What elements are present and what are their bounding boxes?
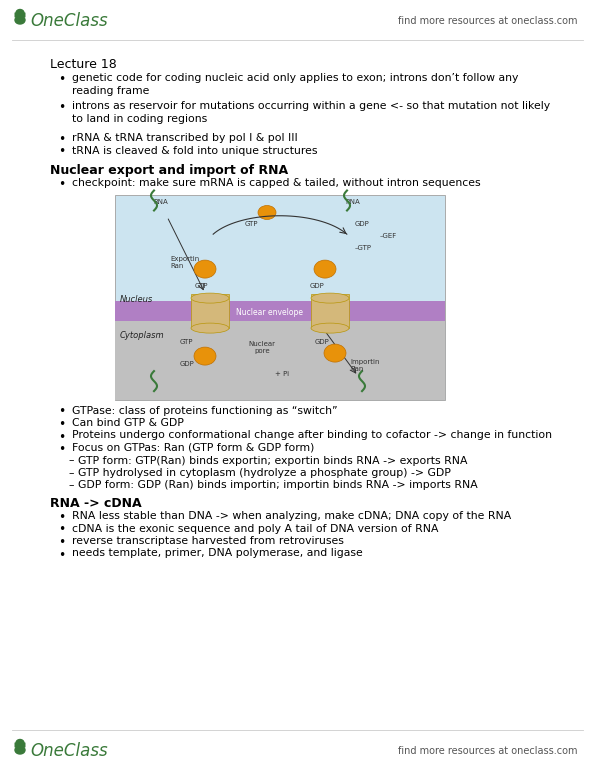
Text: GDP: GDP bbox=[315, 339, 330, 345]
Text: •: • bbox=[58, 524, 65, 537]
Text: •: • bbox=[58, 430, 65, 444]
Ellipse shape bbox=[194, 347, 216, 365]
FancyBboxPatch shape bbox=[115, 321, 445, 400]
Text: –: – bbox=[68, 456, 74, 466]
Text: reading frame: reading frame bbox=[72, 85, 149, 95]
FancyBboxPatch shape bbox=[311, 294, 349, 328]
Text: genetic code for coding nucleic acid only applies to exon; introns don’t follow : genetic code for coding nucleic acid onl… bbox=[72, 73, 518, 83]
FancyBboxPatch shape bbox=[191, 294, 229, 328]
Text: checkpoint: make sure mRNA is capped & tailed, without intron sequences: checkpoint: make sure mRNA is capped & t… bbox=[72, 178, 481, 188]
Text: Nuclear export and import of RNA: Nuclear export and import of RNA bbox=[50, 164, 288, 177]
Text: Importin
Ran: Importin Ran bbox=[350, 359, 380, 372]
Text: •: • bbox=[58, 443, 65, 456]
Text: find more resources at oneclass.com: find more resources at oneclass.com bbox=[399, 746, 578, 756]
Ellipse shape bbox=[191, 293, 229, 303]
Ellipse shape bbox=[191, 323, 229, 333]
Text: Exportin
Ran: Exportin Ran bbox=[170, 256, 199, 269]
Text: •: • bbox=[58, 406, 65, 419]
FancyBboxPatch shape bbox=[115, 195, 445, 400]
Text: GDP: GDP bbox=[310, 283, 325, 289]
Text: Can bind GTP & GDP: Can bind GTP & GDP bbox=[72, 418, 184, 428]
Text: Lecture 18: Lecture 18 bbox=[50, 58, 117, 71]
Text: •: • bbox=[58, 101, 65, 114]
Text: reverse transcriptase harvested from retroviruses: reverse transcriptase harvested from ret… bbox=[72, 536, 344, 546]
Text: •: • bbox=[58, 146, 65, 159]
Ellipse shape bbox=[16, 739, 24, 746]
Text: GTP form: GTP(Ran) binds exportin; exportin binds RNA -> exports RNA: GTP form: GTP(Ran) binds exportin; expor… bbox=[78, 456, 468, 466]
Ellipse shape bbox=[324, 344, 346, 362]
Text: •: • bbox=[58, 73, 65, 86]
Text: –GTP: –GTP bbox=[355, 245, 372, 250]
Ellipse shape bbox=[15, 16, 25, 24]
FancyBboxPatch shape bbox=[14, 742, 26, 748]
Text: –GEF: –GEF bbox=[380, 233, 397, 239]
Text: to land in coding regions: to land in coding regions bbox=[72, 113, 207, 123]
Text: introns as reservoir for mutations occurring within a gene <- so that mutation n: introns as reservoir for mutations occur… bbox=[72, 101, 550, 111]
Text: GTP hydrolysed in cytoplasm (hydrolyze a phosphate group) -> GDP: GTP hydrolysed in cytoplasm (hydrolyze a… bbox=[78, 468, 451, 478]
Text: RNA less stable than DNA -> when analyzing, make cDNA; DNA copy of the RNA: RNA less stable than DNA -> when analyzi… bbox=[72, 511, 511, 521]
Text: Cytoplasm: Cytoplasm bbox=[120, 331, 165, 340]
Ellipse shape bbox=[258, 206, 276, 219]
Text: tRNA is cleaved & fold into unique structures: tRNA is cleaved & fold into unique struc… bbox=[72, 146, 318, 156]
Text: Nuclear
pore: Nuclear pore bbox=[249, 341, 275, 354]
Text: GDP: GDP bbox=[355, 220, 369, 226]
Text: GTP: GTP bbox=[180, 339, 193, 345]
Text: GTP: GTP bbox=[245, 220, 258, 226]
FancyBboxPatch shape bbox=[115, 301, 445, 321]
Text: –: – bbox=[68, 468, 74, 478]
Ellipse shape bbox=[311, 323, 349, 333]
Text: •: • bbox=[58, 418, 65, 431]
Text: RNA: RNA bbox=[345, 199, 360, 205]
Text: find more resources at oneclass.com: find more resources at oneclass.com bbox=[399, 16, 578, 26]
Text: Nuclear envelope: Nuclear envelope bbox=[236, 307, 303, 316]
Ellipse shape bbox=[194, 260, 216, 278]
Ellipse shape bbox=[314, 260, 336, 278]
Ellipse shape bbox=[15, 746, 25, 754]
Text: •: • bbox=[58, 511, 65, 524]
Text: rRNA & tRNA transcribed by pol I & pol III: rRNA & tRNA transcribed by pol I & pol I… bbox=[72, 133, 298, 143]
Text: RNA -> cDNA: RNA -> cDNA bbox=[50, 497, 142, 510]
Text: –: – bbox=[68, 480, 74, 490]
Text: Focus on GTPas: Ran (GTP form & GDP form): Focus on GTPas: Ran (GTP form & GDP form… bbox=[72, 443, 314, 453]
Text: •: • bbox=[58, 548, 65, 561]
Text: •: • bbox=[58, 536, 65, 549]
Text: OneClass: OneClass bbox=[30, 742, 108, 760]
Text: RNA: RNA bbox=[153, 199, 168, 205]
Text: cDNA is the exonic sequence and poly A tail of DNA version of RNA: cDNA is the exonic sequence and poly A t… bbox=[72, 524, 439, 534]
Text: OneClass: OneClass bbox=[30, 12, 108, 30]
Text: Nucleus: Nucleus bbox=[120, 295, 154, 304]
FancyBboxPatch shape bbox=[14, 12, 26, 18]
Text: •: • bbox=[58, 178, 65, 191]
Text: •: • bbox=[58, 133, 65, 146]
Text: GDP form: GDP (Ran) binds importin; importin binds RNA -> imports RNA: GDP form: GDP (Ran) binds importin; impo… bbox=[78, 480, 478, 490]
Text: + Pi: + Pi bbox=[275, 371, 289, 377]
Text: needs template, primer, DNA polymerase, and ligase: needs template, primer, DNA polymerase, … bbox=[72, 548, 363, 558]
Text: GDP: GDP bbox=[180, 361, 195, 367]
Ellipse shape bbox=[311, 293, 349, 303]
Text: GTP: GTP bbox=[195, 283, 208, 289]
Text: GTPase: class of proteins functioning as “switch”: GTPase: class of proteins functioning as… bbox=[72, 406, 337, 416]
Ellipse shape bbox=[16, 9, 24, 16]
Text: Proteins undergo conformational change after binding to cofactor -> change in fu: Proteins undergo conformational change a… bbox=[72, 430, 552, 440]
